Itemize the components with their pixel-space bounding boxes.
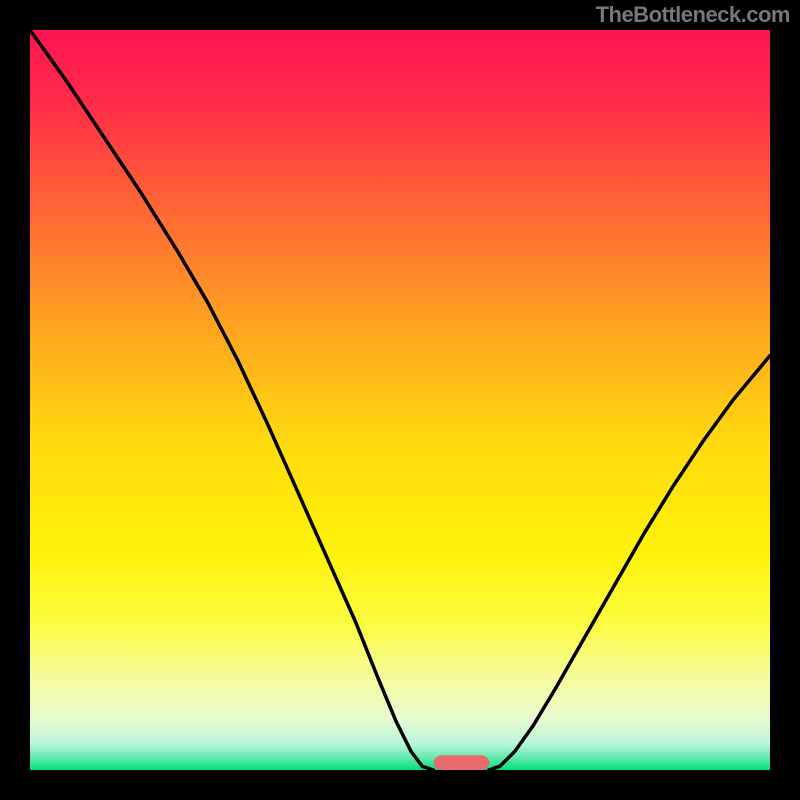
plot-background	[30, 30, 770, 770]
bottleneck-chart	[0, 0, 800, 800]
notch-marker	[434, 755, 490, 770]
watermark-text: TheBottleneck.com	[596, 2, 790, 28]
chart-container: TheBottleneck.com	[0, 0, 800, 800]
